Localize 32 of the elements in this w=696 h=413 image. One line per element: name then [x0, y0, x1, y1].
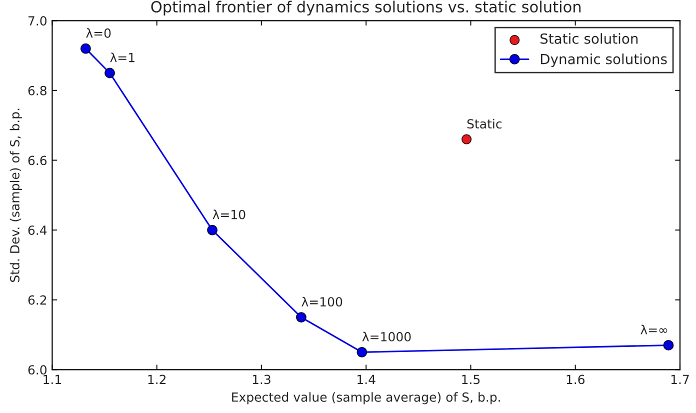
x-tick-label: 1.7: [671, 374, 689, 384]
point: [104, 68, 115, 78]
x-tick-label: 1.2: [148, 374, 166, 384]
x-tick-label: 1.4: [358, 374, 376, 384]
chart-title: Optimal frontier of dynamics solutions vs. static solution: [151, 0, 581, 16]
y-tick-label: 6.2: [28, 295, 46, 305]
annotation: λ=0: [86, 28, 111, 38]
point: [207, 224, 218, 236]
point: [80, 43, 91, 54]
y-tick-label: 6.6: [28, 156, 47, 166]
x-tick-label: 1.5: [462, 374, 480, 384]
annotation: λ=1: [110, 52, 134, 62]
point: [296, 312, 306, 322]
x-tick-label: 1.1: [44, 374, 61, 384]
annotation: λ=1000: [362, 332, 411, 342]
x-tick-label: 1.6: [566, 374, 585, 384]
y-tick-label: 6.8: [28, 86, 46, 96]
annotation: Static: [467, 118, 502, 129]
y-tick-label: 7.0: [28, 16, 47, 26]
y-tick-label: 6.4: [28, 226, 47, 235]
y-axis-title: Std. Dev. (sample) of S, b.p.: [10, 108, 22, 282]
point: [356, 346, 368, 358]
annotation: λ=10: [212, 210, 246, 220]
x-axis-title: Expected value (sample average) of S, b.p.: [232, 392, 500, 404]
x-tick-label: 1.3: [252, 374, 270, 384]
point: [462, 134, 472, 144]
y-tick-label: 6.0: [28, 365, 47, 375]
legend-label: Static solution: [540, 33, 638, 44]
annotation: λ=∞: [640, 324, 668, 334]
annotation: λ=100: [302, 296, 342, 307]
legend-label: Dynamic solutions: [540, 54, 667, 67]
point: [663, 340, 674, 350]
